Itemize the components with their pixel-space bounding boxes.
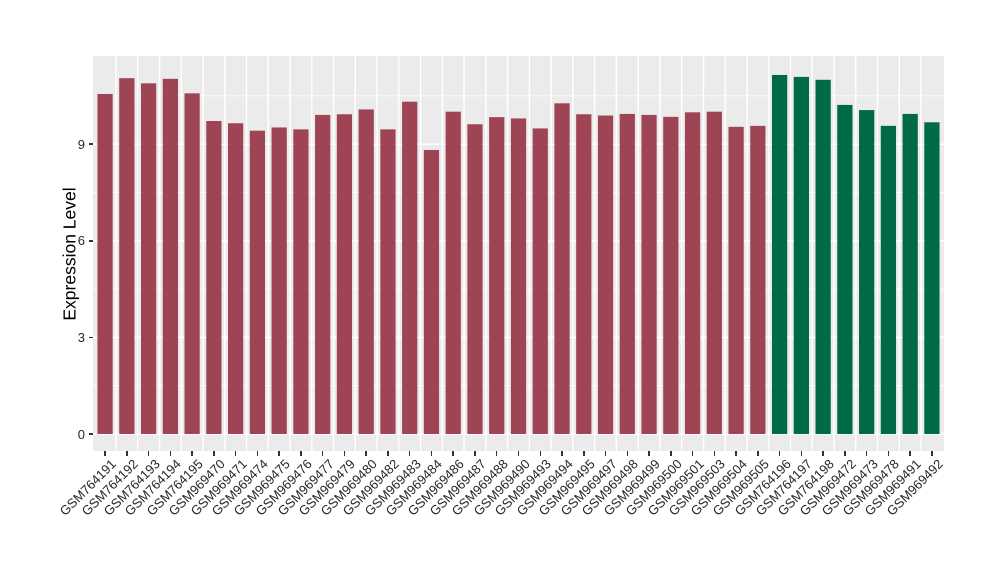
- y-tick-label: 9: [77, 136, 85, 152]
- x-tick-mark: [474, 451, 476, 456]
- y-tick-label: 6: [77, 233, 85, 249]
- x-tick-mark: [191, 451, 193, 456]
- bar-GSM969482: [380, 129, 396, 434]
- x-tick-mark: [387, 451, 389, 456]
- x-tick-mark: [300, 451, 302, 456]
- bar-GSM764197: [793, 76, 809, 434]
- bar-GSM969487: [467, 124, 483, 435]
- x-tick-mark: [539, 451, 541, 456]
- bar-GSM969499: [641, 114, 657, 434]
- bar-GSM764193: [140, 83, 157, 435]
- x-tick-mark: [735, 451, 737, 456]
- x-tick-mark: [234, 451, 237, 456]
- x-tick-mark: [909, 451, 911, 456]
- bar-GSM969483: [402, 101, 418, 435]
- bar-GSM969478: [880, 125, 897, 434]
- bar-GSM969479: [336, 114, 353, 434]
- bar-GSM969495: [576, 114, 592, 434]
- bar-GSM969504: [728, 126, 744, 434]
- bar-GSM969472: [837, 104, 853, 434]
- x-tick-mark: [213, 451, 215, 456]
- bar-GSM969497: [597, 115, 614, 435]
- x-tick-mark: [604, 451, 607, 456]
- x-tick-mark: [343, 451, 346, 456]
- y-tick-label: 3: [77, 329, 85, 345]
- x-tick-mark: [561, 451, 563, 456]
- x-tick-mark: [757, 451, 759, 456]
- y-tick-mark: [88, 336, 93, 339]
- x-tick-mark: [147, 451, 150, 456]
- bar-GSM969480: [358, 109, 374, 434]
- bar-GSM969500: [663, 116, 679, 434]
- x-tick-mark: [844, 451, 846, 456]
- y-tick-label: 0: [77, 426, 85, 442]
- bar-GSM969474: [249, 130, 266, 434]
- bar-GSM764195: [184, 93, 200, 434]
- x-tick-mark: [256, 451, 259, 456]
- x-tick-mark: [865, 451, 868, 456]
- x-tick-mark: [691, 451, 694, 456]
- bar-GSM969470: [206, 121, 222, 435]
- x-tick-mark: [648, 451, 650, 456]
- x-tick-mark: [583, 451, 585, 456]
- x-tick-mark: [887, 451, 890, 456]
- bar-GSM764192: [119, 78, 135, 434]
- x-tick-mark: [495, 451, 498, 456]
- x-tick-mark: [931, 451, 933, 456]
- x-tick-mark: [452, 451, 454, 456]
- x-tick-mark: [670, 451, 672, 456]
- x-tick-mark: [800, 451, 803, 456]
- bar-GSM969492: [924, 122, 940, 434]
- bar-GSM969476: [293, 129, 309, 434]
- bar-GSM969473: [859, 110, 875, 435]
- x-tick-mark: [822, 451, 824, 456]
- x-tick-mark: [321, 451, 324, 456]
- bar-GSM764194: [162, 78, 178, 435]
- bar-GSM969491: [902, 113, 918, 434]
- bar-GSM969477: [315, 114, 331, 434]
- x-tick-mark: [365, 451, 367, 456]
- bar-GSM764198: [815, 79, 831, 435]
- bar-GSM969490: [510, 118, 527, 434]
- bar-GSM969505: [750, 125, 766, 434]
- bar-GSM764191: [97, 93, 113, 434]
- x-tick-mark: [713, 451, 716, 456]
- bar-GSM969471: [228, 123, 244, 435]
- x-tick-mark: [778, 451, 781, 456]
- bar-GSM969484: [423, 149, 440, 434]
- y-tick-mark: [88, 433, 93, 435]
- plot-area: [93, 56, 944, 451]
- bar-GSM969488: [489, 117, 505, 434]
- bar-GSM969501: [684, 112, 701, 435]
- x-tick-mark: [169, 451, 172, 456]
- x-tick-mark: [626, 451, 629, 456]
- x-tick-mark: [430, 451, 433, 456]
- bar-GSM969493: [532, 128, 548, 434]
- x-tick-mark: [126, 451, 128, 456]
- bar-GSM969498: [619, 113, 635, 434]
- x-tick-mark: [517, 451, 520, 456]
- bar-GSM764196: [771, 74, 788, 434]
- bar-GSM969494: [554, 103, 570, 434]
- bar-GSM969503: [706, 111, 722, 434]
- y-tick-mark: [88, 240, 93, 242]
- x-tick-mark: [278, 451, 280, 456]
- y-tick-mark: [88, 143, 93, 145]
- x-tick-mark: [104, 451, 106, 456]
- bar-GSM969475: [271, 127, 287, 435]
- x-tick-mark: [408, 451, 411, 456]
- bar-GSM969486: [445, 111, 461, 434]
- y-axis-title: Expression Level: [59, 186, 79, 321]
